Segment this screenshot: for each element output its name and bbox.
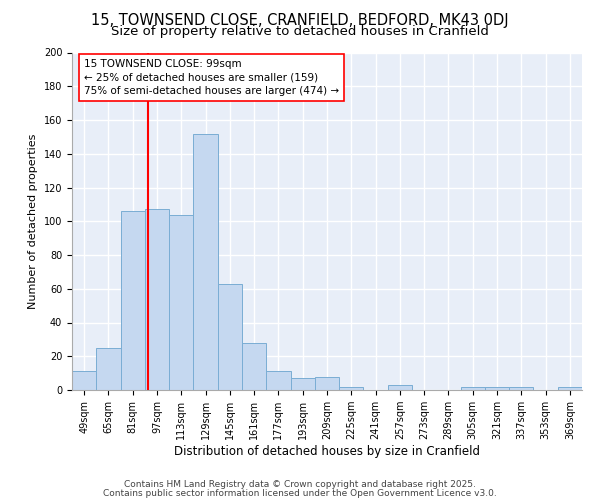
- Text: 15, TOWNSEND CLOSE, CRANFIELD, BEDFORD, MK43 0DJ: 15, TOWNSEND CLOSE, CRANFIELD, BEDFORD, …: [91, 12, 509, 28]
- Bar: [485, 386, 509, 390]
- X-axis label: Distribution of detached houses by size in Cranfield: Distribution of detached houses by size …: [174, 445, 480, 458]
- Bar: [509, 386, 533, 390]
- Bar: [72, 372, 96, 390]
- Bar: [242, 343, 266, 390]
- Text: Contains HM Land Registry data © Crown copyright and database right 2025.: Contains HM Land Registry data © Crown c…: [124, 480, 476, 489]
- Bar: [121, 211, 145, 390]
- Bar: [339, 386, 364, 390]
- Bar: [558, 386, 582, 390]
- Bar: [266, 372, 290, 390]
- Bar: [218, 284, 242, 390]
- Bar: [315, 376, 339, 390]
- Text: Contains public sector information licensed under the Open Government Licence v3: Contains public sector information licen…: [103, 488, 497, 498]
- Y-axis label: Number of detached properties: Number of detached properties: [28, 134, 38, 309]
- Bar: [169, 214, 193, 390]
- Bar: [461, 386, 485, 390]
- Bar: [96, 348, 121, 390]
- Bar: [145, 210, 169, 390]
- Bar: [290, 378, 315, 390]
- Text: Size of property relative to detached houses in Cranfield: Size of property relative to detached ho…: [111, 25, 489, 38]
- Text: 15 TOWNSEND CLOSE: 99sqm
← 25% of detached houses are smaller (159)
75% of semi-: 15 TOWNSEND CLOSE: 99sqm ← 25% of detach…: [84, 59, 339, 96]
- Bar: [388, 385, 412, 390]
- Bar: [193, 134, 218, 390]
